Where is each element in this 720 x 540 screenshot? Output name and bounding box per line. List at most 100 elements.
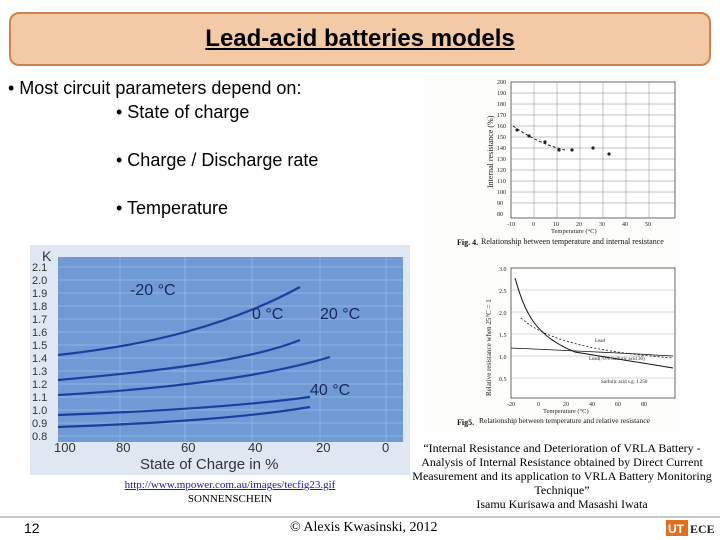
fig4-x-tick: 40 bbox=[622, 222, 628, 228]
fig5-y-tick: 1.0 bbox=[499, 355, 507, 361]
fig5-y-tick: 2.0 bbox=[499, 311, 507, 317]
fig5-x-tick: -20 bbox=[507, 402, 515, 408]
fig5-legend-lead: Lead bbox=[595, 339, 605, 344]
source-url-link[interactable]: http://www.mpower.com.au/images/tecfig23… bbox=[124, 479, 336, 491]
y-tick: 1.3 bbox=[32, 366, 47, 378]
y-tick: 2.0 bbox=[32, 275, 47, 287]
fig4-y-tick: 180 bbox=[497, 102, 506, 108]
y-tick: 0.8 bbox=[32, 431, 47, 443]
fig4-y-tick: 200 bbox=[497, 80, 506, 86]
fig5-plot-area bbox=[510, 267, 676, 399]
y-tick: 1.6 bbox=[32, 327, 47, 339]
fig5-y-tick: 2.5 bbox=[499, 289, 507, 295]
reference-line-3: Measurement and its application to VRLA … bbox=[412, 469, 712, 483]
x-tick: 40 bbox=[248, 440, 262, 455]
source-left: http://www.mpower.com.au/images/tecfig23… bbox=[100, 478, 360, 506]
fig4-plot-area bbox=[510, 81, 676, 219]
fig5-caption-label: Fig5. bbox=[457, 418, 474, 427]
fig4-x-tick: 0 bbox=[532, 222, 535, 228]
fig5-y-tick: 1.5 bbox=[499, 333, 507, 339]
fig4-y-tick: 150 bbox=[497, 135, 506, 141]
curve-label-0c: 0 °C bbox=[252, 306, 283, 323]
fig4-y-tick: 100 bbox=[497, 190, 506, 196]
y-tick: 2.1 bbox=[32, 262, 47, 274]
fig5-x-label: Temperature (°C) bbox=[543, 408, 589, 415]
fig4-y-tick: 80 bbox=[497, 212, 503, 218]
scanned-figures: Internal resistance (%) 200 190 180 170 … bbox=[425, 78, 680, 433]
fig4-caption-label: Fig. 4. bbox=[457, 238, 478, 247]
x-tick: 20 bbox=[316, 440, 330, 455]
bullet-charge-rate: • Charge / Discharge rate bbox=[116, 150, 319, 170]
curve-label-minus-20c: -20 °C bbox=[130, 282, 176, 299]
fig4-y-tick: 120 bbox=[497, 168, 506, 174]
fig5-x-tick: 60 bbox=[615, 402, 621, 408]
reference-line-2: Analysis of Internal Resistance obtained… bbox=[421, 455, 703, 469]
fig5-caption: Relationship between temperature and rel… bbox=[479, 417, 650, 425]
fig4-x-tick: 50 bbox=[645, 222, 651, 228]
bullet-main: • Most circuit parameters depend on: bbox=[8, 78, 302, 98]
reference-line-4: Technique” bbox=[534, 483, 590, 497]
svg-text:Fig5.: Fig5. bbox=[457, 418, 474, 427]
copyright-text: © Alexis Kwasinski, 2012 bbox=[290, 520, 438, 535]
fig5-y-tick: 3.0 bbox=[499, 267, 507, 273]
y-tick: 1.7 bbox=[32, 314, 47, 326]
fig4-y-tick: 130 bbox=[497, 157, 506, 163]
fig5-legend-lead-70: Lead(70% Sulfuric acid 30) bbox=[589, 357, 645, 362]
fig4-y-label: Internal resistance (%) bbox=[486, 115, 495, 188]
y-tick: 1.9 bbox=[32, 288, 47, 300]
y-tick: 1.4 bbox=[32, 353, 47, 365]
curve-40c bbox=[57, 395, 311, 417]
y-axis-title: K bbox=[42, 248, 52, 264]
y-tick: 1.0 bbox=[32, 405, 47, 417]
reference-line-1: “Internal Resistance and Deterioration o… bbox=[423, 441, 701, 455]
fig4-y-tick: 170 bbox=[497, 113, 506, 119]
bullet-temperature: • Temperature bbox=[116, 198, 229, 218]
fig5-x-tick: 0 bbox=[537, 402, 540, 408]
fig5-legend-sulfuric: Sulfuric acid s.g. 1.250 bbox=[601, 380, 648, 385]
curve-minus-20c bbox=[57, 286, 301, 357]
curve-label-20c: 20 °C bbox=[320, 306, 360, 323]
fig4-y-tick: 160 bbox=[497, 124, 506, 130]
curve-label-40c: 40 °C bbox=[310, 382, 350, 399]
slide-title: Lead-acid batteries models bbox=[205, 25, 515, 52]
fig5-y-tick: 0.5 bbox=[499, 377, 507, 383]
fig4-y-tick: 140 bbox=[497, 146, 506, 152]
fig5-x-tick: 80 bbox=[641, 402, 647, 408]
fig4-x-label: Temperature (°C) bbox=[551, 228, 597, 235]
x-tick: 80 bbox=[116, 440, 130, 455]
fig4-y-tick: 190 bbox=[497, 91, 506, 97]
logo-ut: UT bbox=[668, 522, 685, 536]
y-tick: 1.1 bbox=[32, 392, 47, 404]
y-tick: 1.5 bbox=[32, 340, 47, 352]
y-tick: 1.8 bbox=[32, 301, 47, 313]
bullet-state-of-charge: • State of charge bbox=[116, 102, 250, 122]
fig4-x-tick: 10 bbox=[553, 222, 559, 228]
y-tick: 1.2 bbox=[32, 379, 47, 391]
curve-40c-lower bbox=[57, 405, 311, 429]
bullet-list: • Most circuit parameters depend on: • S… bbox=[0, 0, 420, 240]
logo-ece: ECE bbox=[690, 522, 715, 536]
x-tick: 60 bbox=[181, 440, 195, 455]
fig4-y-tick: 110 bbox=[497, 179, 506, 185]
x-tick: 0 bbox=[382, 440, 389, 455]
curve-0c bbox=[57, 338, 301, 382]
fig4-x-tick: -10 bbox=[507, 222, 515, 228]
x-axis-label: State of Charge in % bbox=[140, 456, 278, 473]
source-company: SONNENSCHEIN bbox=[187, 493, 273, 505]
curve-20c bbox=[57, 355, 331, 397]
fig5-x-tick: 20 bbox=[563, 402, 569, 408]
fig4-x-tick: 20 bbox=[576, 222, 582, 228]
fig4-caption: Relationship between temperature and int… bbox=[481, 237, 664, 246]
reference-authors: Isamu Kurisawa and Masashi Iwata bbox=[476, 497, 648, 511]
title-banner: Lead-acid batteries models bbox=[9, 12, 711, 66]
page-number: 12 bbox=[24, 520, 40, 536]
y-tick: 0.9 bbox=[32, 418, 47, 430]
ut-ece-logo: UT ECE bbox=[666, 518, 718, 538]
footer-divider bbox=[0, 516, 720, 518]
fig5-y-label: Relative resistance when 25°C = 1 bbox=[485, 299, 493, 396]
x-tick: 100 bbox=[54, 440, 76, 455]
source-right: “Internal Resistance and Deterioration o… bbox=[404, 441, 720, 511]
fig5-x-tick: 40 bbox=[589, 402, 595, 408]
state-of-charge-chart: K 2.1 2.0 1.9 1.8 1.7 1.6 1.5 1.4 1.3 1.… bbox=[30, 245, 410, 475]
chart-plot-area bbox=[58, 257, 403, 442]
